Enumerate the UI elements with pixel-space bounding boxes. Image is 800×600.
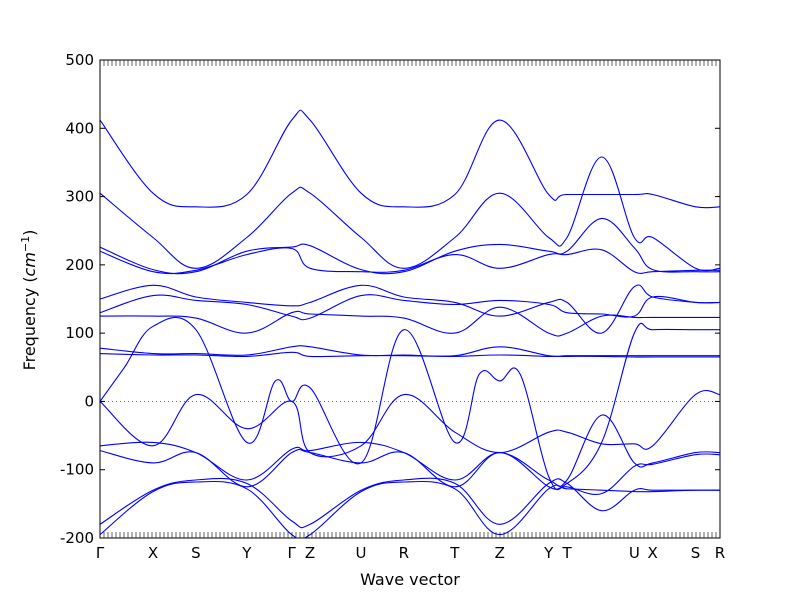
y-axis-label: Frequency (cm−1) — [19, 230, 39, 371]
x-tick-label: Y — [241, 544, 252, 562]
x-tick-label: U — [629, 544, 640, 562]
y-tick-label: 400 — [65, 119, 94, 137]
phonon-band-6 — [100, 294, 720, 321]
y-tick-label: -100 — [60, 461, 94, 479]
phonon-band-14 — [100, 477, 720, 529]
y-tick-label: -200 — [60, 529, 94, 547]
y-tick-label: 0 — [84, 392, 94, 410]
x-tick-label: T — [449, 544, 460, 562]
phonon-band-2 — [100, 156, 720, 272]
phonon-band-15 — [100, 480, 720, 538]
plot-area — [100, 109, 720, 538]
phonon-band-11 — [100, 390, 720, 458]
x-tick-label: Γ — [288, 544, 297, 562]
y-tick-label: 100 — [65, 324, 94, 342]
phonon-band-10 — [100, 317, 720, 491]
x-tick-label: R — [399, 544, 409, 562]
x-tick-label: S — [691, 544, 701, 562]
x-tick-label: R — [715, 544, 725, 562]
x-tick-label: U — [356, 544, 367, 562]
x-tick-label: X — [648, 544, 658, 562]
x-tick-label: X — [148, 544, 158, 562]
x-tick-label: Γ — [96, 544, 105, 562]
phonon-band-7 — [100, 306, 720, 337]
phonon-band-13 — [100, 448, 720, 495]
x-tick-label: Z — [305, 544, 315, 562]
x-tick-label: T — [561, 544, 572, 562]
phonon-band-3 — [100, 217, 720, 275]
y-tick-label: 200 — [65, 256, 94, 274]
y-axis-ticks: -200 -100 0 100 200 300 400 500 — [60, 51, 720, 547]
phonon-band-8 — [100, 345, 720, 357]
phonon-band-1 — [100, 109, 720, 209]
y-tick-label: 300 — [65, 188, 94, 206]
phonon-band-5 — [100, 284, 720, 334]
x-tick-label: Y — [543, 544, 554, 562]
x-tick-label: Z — [495, 544, 505, 562]
plot-frame — [99, 59, 721, 539]
phonon-band-4 — [100, 247, 720, 275]
x-tick-label: S — [191, 544, 201, 562]
phonon-band-12 — [100, 414, 720, 487]
x-axis-label: Wave vector — [360, 570, 460, 589]
phonon-band-9 — [100, 351, 720, 358]
y-tick-label: 500 — [65, 51, 94, 69]
